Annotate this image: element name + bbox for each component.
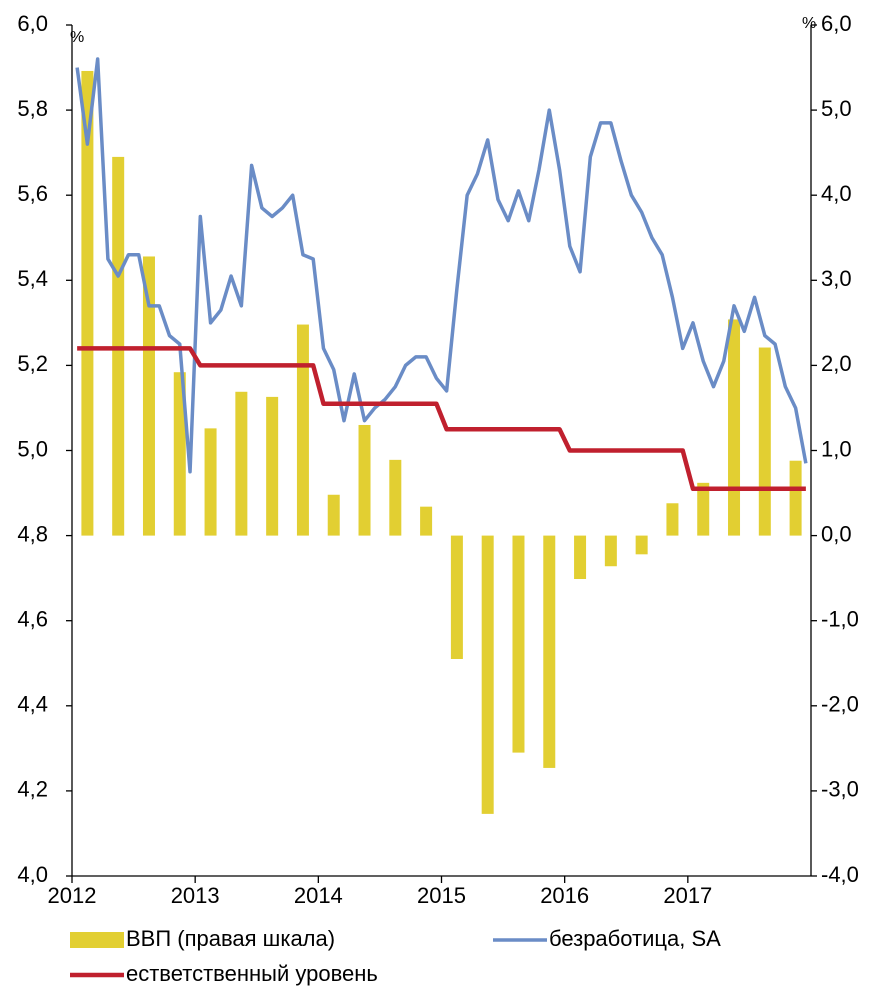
- y-tick-label: 5,0: [17, 436, 48, 461]
- bar: [728, 319, 741, 536]
- bar: [635, 535, 648, 555]
- bar: [266, 396, 279, 536]
- bar: [420, 506, 433, 536]
- y2-tick-label: 3,0: [821, 266, 852, 291]
- bar: [789, 460, 802, 536]
- y-tick-label: 5,4: [17, 266, 48, 291]
- bar: [512, 535, 525, 753]
- bar: [450, 535, 463, 659]
- y2-tick-label: 4,0: [821, 181, 852, 206]
- y2-tick-label: -3,0: [821, 777, 859, 802]
- legend-label: безработица, SA: [549, 926, 721, 951]
- legend-swatch: [70, 932, 124, 948]
- y-axis-label: %: [70, 29, 84, 46]
- line: [75, 57, 808, 474]
- x-tick-label: 2017: [663, 883, 712, 908]
- bar: [204, 428, 217, 536]
- bar: [543, 535, 556, 768]
- y2-tick-label: -1,0: [821, 607, 859, 632]
- bar: [173, 372, 186, 536]
- y2-tick-label: 1,0: [821, 436, 852, 461]
- y-tick-label: 6,0: [17, 11, 48, 36]
- bar: [604, 535, 617, 567]
- line: [77, 346, 806, 492]
- bar: [327, 494, 340, 536]
- y2-tick-label: 2,0: [821, 351, 852, 376]
- y-tick-label: 4,4: [17, 692, 48, 717]
- x-tick-label: 2016: [540, 883, 589, 908]
- bar: [358, 424, 371, 536]
- x-tick-label: 2013: [171, 883, 220, 908]
- x-tick-label: 2012: [48, 883, 97, 908]
- bar: [235, 391, 248, 536]
- y-tick-label: 4,2: [17, 777, 48, 802]
- legend-label: ВВП (правая шкала): [126, 926, 335, 951]
- y2-tick-label: 5,0: [821, 96, 852, 121]
- y2-tick-label: -2,0: [821, 692, 859, 717]
- y-tick-label: 4,0: [17, 862, 48, 887]
- y-tick-label: 4,8: [17, 521, 48, 546]
- y2-tick-label: -4,0: [821, 862, 859, 887]
- bar: [574, 535, 587, 580]
- y2-axis-label: %: [802, 15, 816, 32]
- x-tick-label: 2015: [417, 883, 466, 908]
- y-tick-label: 5,6: [17, 181, 48, 206]
- bar: [81, 70, 94, 536]
- y-tick-label: 5,2: [17, 351, 48, 376]
- bar: [142, 256, 155, 536]
- y2-tick-label: 0,0: [821, 521, 852, 546]
- bar: [666, 503, 679, 536]
- bar: [389, 459, 402, 536]
- bar: [481, 535, 494, 814]
- y2-tick-label: 6,0: [821, 11, 852, 36]
- legend-label: естветственный уровень: [126, 961, 378, 986]
- bar: [758, 347, 771, 536]
- y-tick-label: 5,8: [17, 96, 48, 121]
- y-tick-label: 4,6: [17, 607, 48, 632]
- bar: [697, 482, 710, 536]
- bar: [296, 324, 309, 536]
- x-tick-label: 2014: [294, 883, 343, 908]
